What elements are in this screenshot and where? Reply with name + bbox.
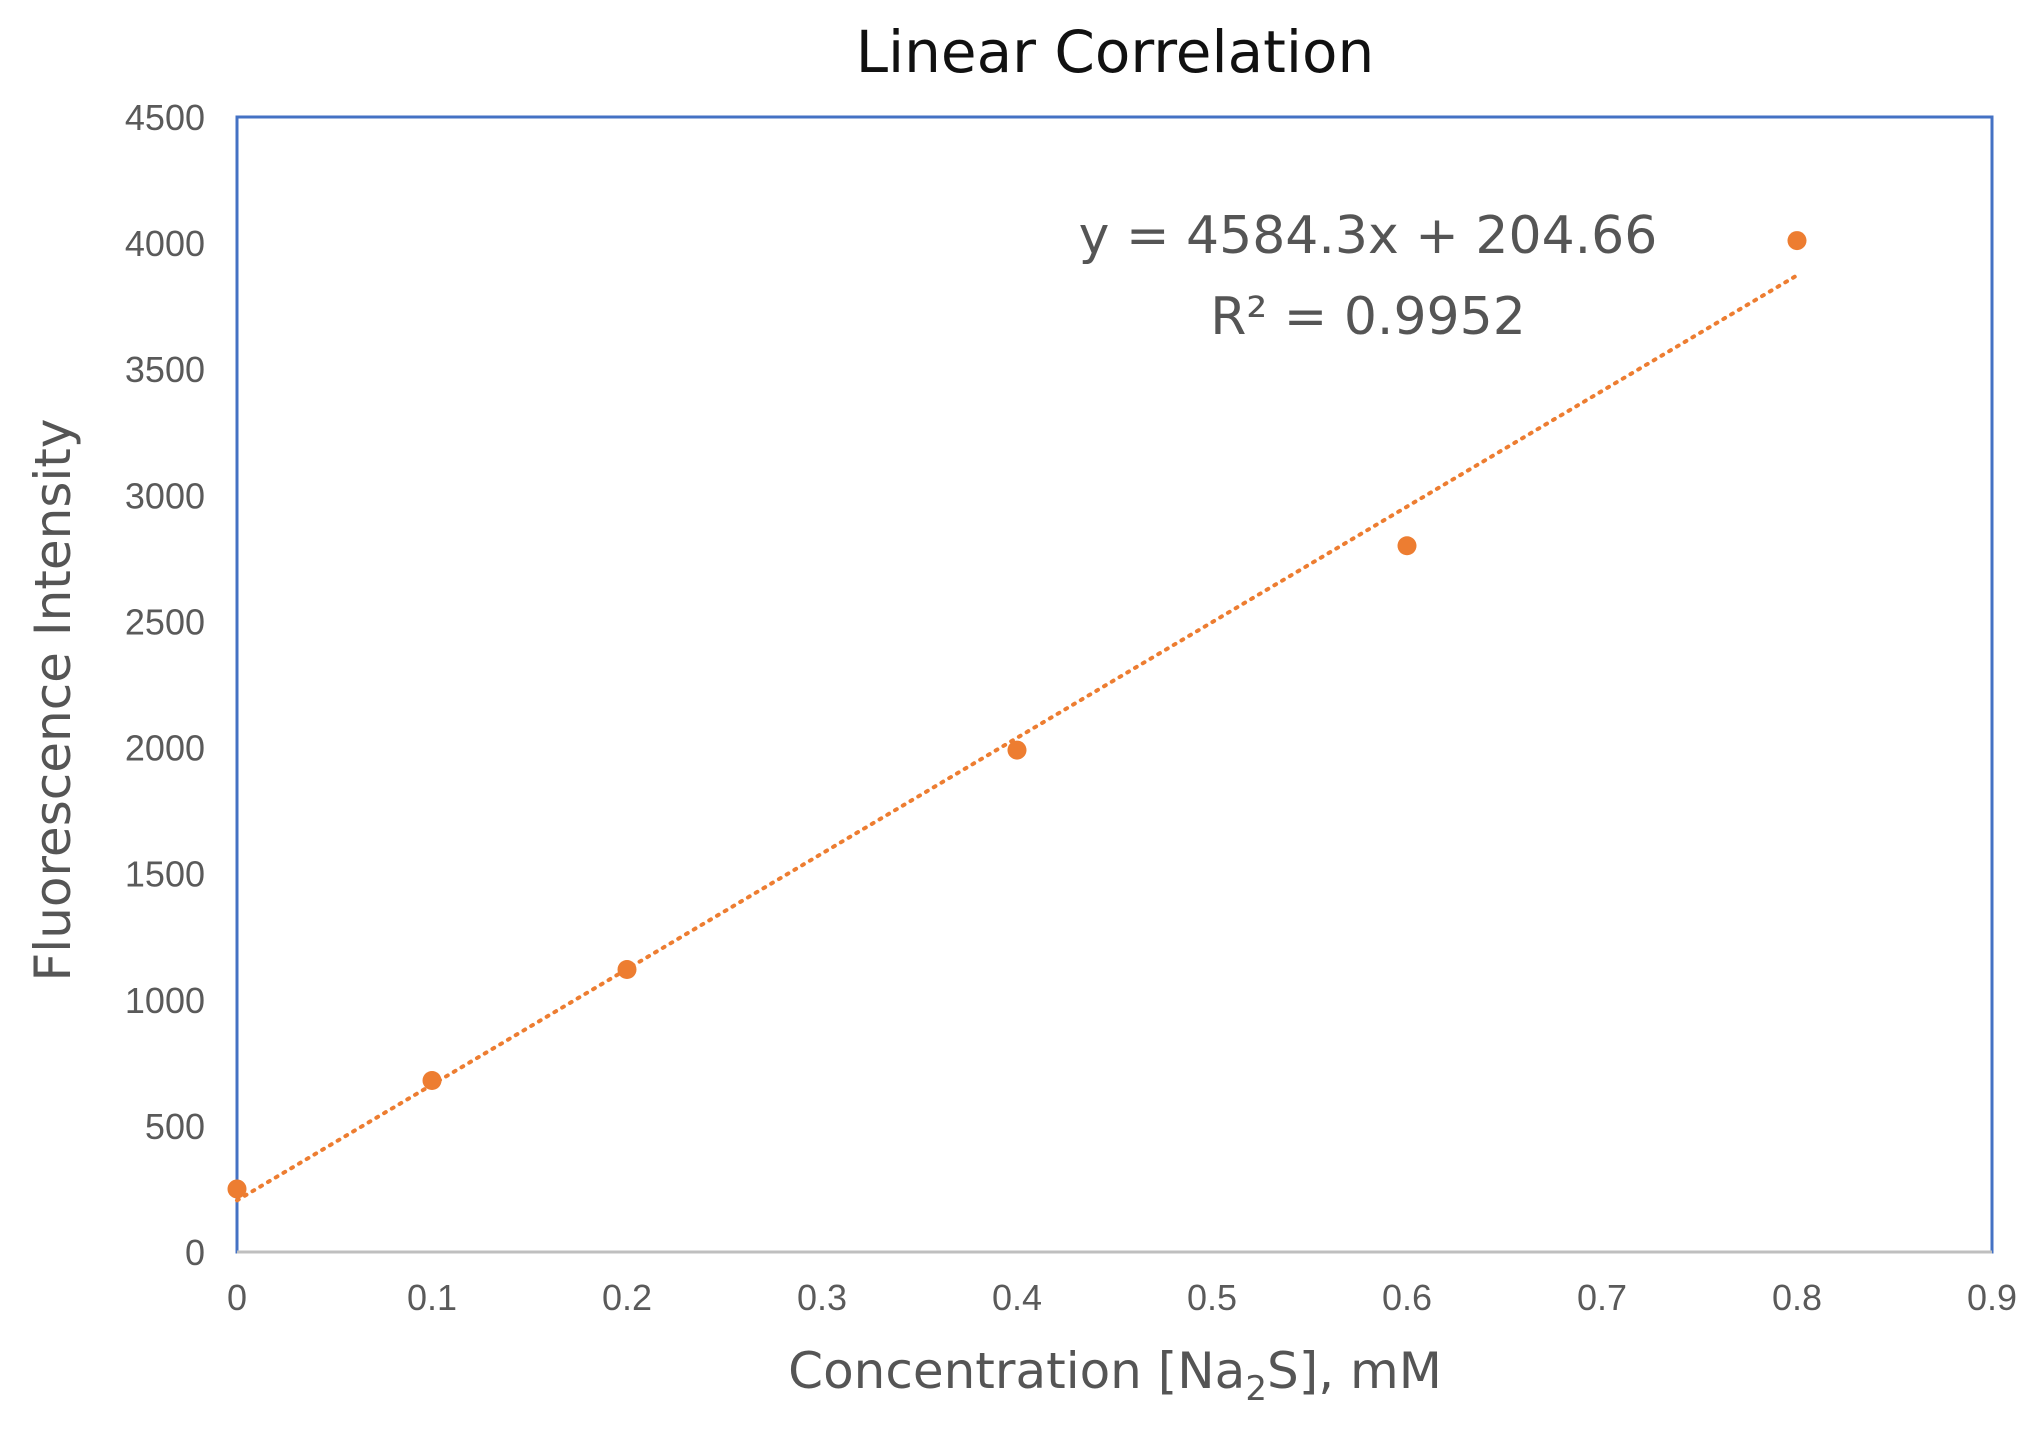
y-tick-labels: 0 500 1000 1500 2000 2500 3000 3500 4000 4500 <box>125 97 205 1273</box>
y-tick-label: 0 <box>185 1232 205 1273</box>
r-squared-label: R² = 0.9952 <box>1210 287 1526 347</box>
x-axis-label-prefix: Concentration [Na <box>788 1342 1245 1400</box>
x-axis-label-suffix: S], mM <box>1267 1342 1442 1400</box>
x-tick-label: 0.2 <box>602 1277 652 1318</box>
y-tick-label: 4000 <box>125 223 205 264</box>
x-tick-label: 0.4 <box>992 1277 1042 1318</box>
y-tick-label: 4500 <box>125 97 205 138</box>
data-point <box>617 960 637 980</box>
plot-area <box>235 115 1994 1254</box>
data-point <box>227 1179 247 1199</box>
y-tick-label: 2000 <box>125 728 205 769</box>
x-tick-label: 0.8 <box>1772 1277 1822 1318</box>
trendline <box>235 273 1799 1203</box>
data-point <box>1787 231 1807 251</box>
y-tick-label: 1500 <box>125 854 205 895</box>
data-point <box>1397 536 1417 556</box>
y-tick-label: 3500 <box>125 349 205 390</box>
chart-title: Linear Correlation <box>856 18 1375 86</box>
x-tick-label: 0.9 <box>1967 1277 2017 1318</box>
x-axis-label: Concentration [Na2S], mM <box>788 1342 1442 1409</box>
x-tick-label: 0.6 <box>1382 1277 1432 1318</box>
x-tick-labels: 0 0.1 0.2 0.3 0.4 0.5 0.6 0.7 0.8 0.9 <box>227 1277 2017 1318</box>
x-axis-label-subscript: 2 <box>1245 1369 1267 1409</box>
data-points <box>227 231 1807 1199</box>
x-tick-label: 0.7 <box>1577 1277 1627 1318</box>
y-tick-label: 3000 <box>125 475 205 516</box>
y-tick-label: 1000 <box>125 980 205 1021</box>
y-tick-label: 2500 <box>125 601 205 642</box>
y-axis-label: Fluorescence Intensity <box>24 419 82 982</box>
trendline-equation: y = 4584.3x + 204.66 <box>1079 206 1658 266</box>
data-point <box>1007 740 1027 760</box>
data-point <box>422 1070 442 1090</box>
x-tick-label: 0 <box>227 1277 247 1318</box>
x-tick-label: 0.1 <box>407 1277 457 1318</box>
x-tick-label: 0.3 <box>797 1277 847 1318</box>
x-tick-label: 0.5 <box>1187 1277 1237 1318</box>
y-tick-label: 500 <box>145 1106 205 1147</box>
